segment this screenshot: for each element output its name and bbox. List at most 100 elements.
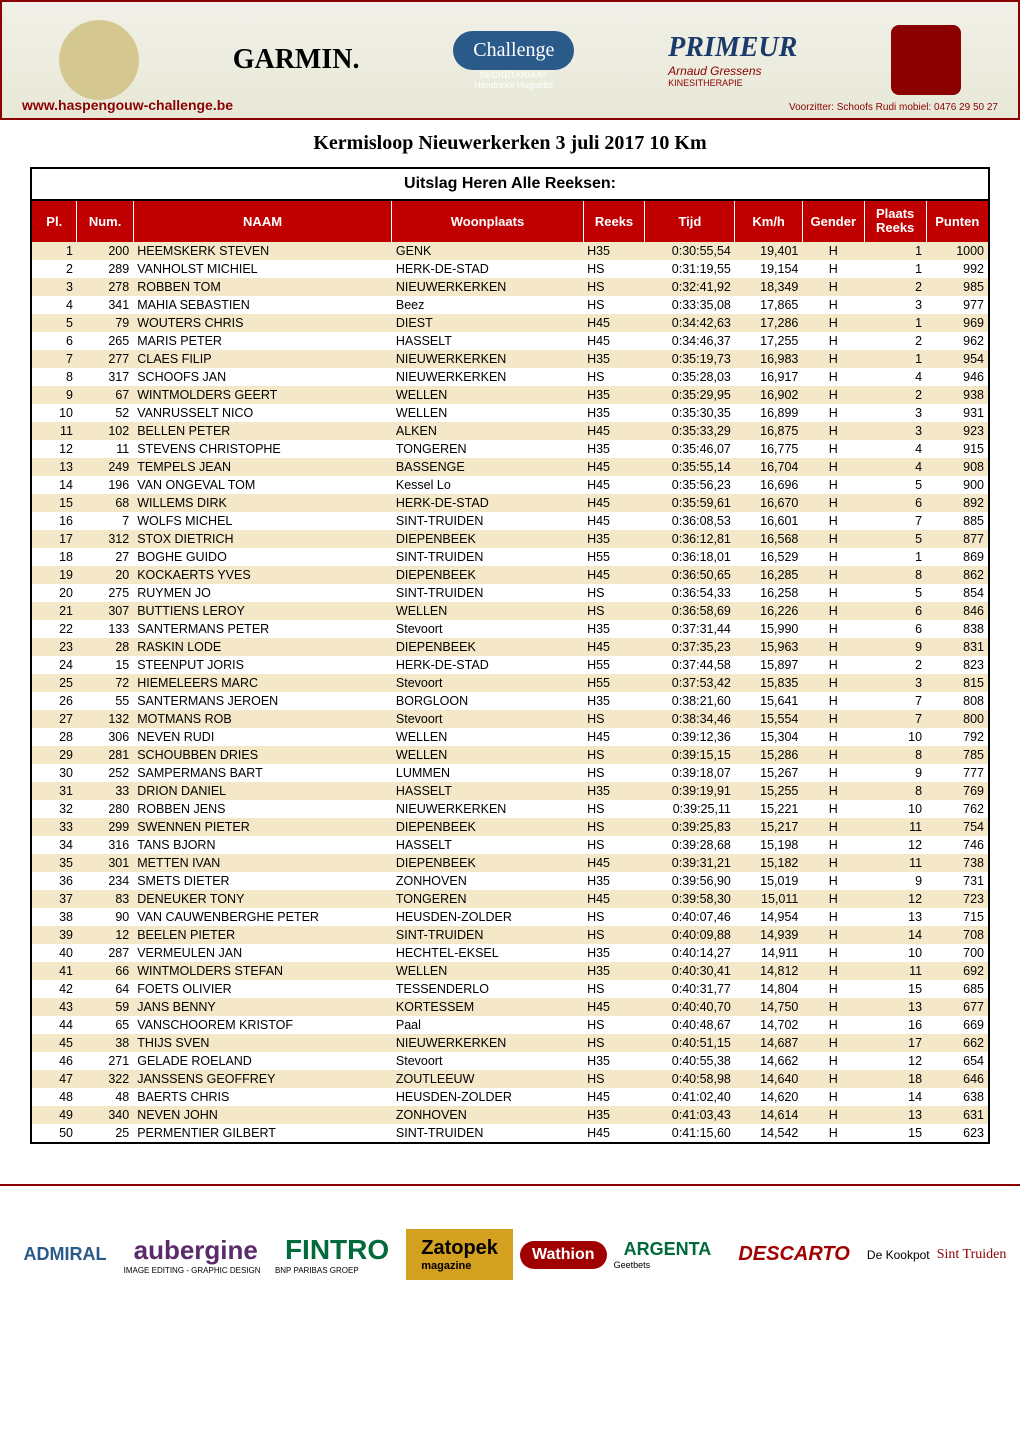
cell: H (802, 764, 864, 782)
table-row: 35301METTEN IVANDIEPENBEEKH450:39:31,211… (32, 854, 988, 872)
cell: MOTMANS ROB (133, 710, 392, 728)
cell: HASSELT (392, 332, 583, 350)
cell: 50 (32, 1124, 77, 1142)
cell: SINT-TRUIDEN (392, 926, 583, 944)
cell: 908 (926, 458, 988, 476)
cell: WELLEN (392, 728, 583, 746)
cell: 0:38:21,60 (645, 692, 735, 710)
cell: 0:36:18,01 (645, 548, 735, 566)
table-row: 1568WILLEMS DIRKHERK-DE-STADH450:35:59,6… (32, 494, 988, 512)
cell: 79 (77, 314, 133, 332)
table-row: 167WOLFS MICHELSINT-TRUIDENH450:36:08,53… (32, 512, 988, 530)
cell: H55 (583, 656, 645, 674)
cell: 14,939 (735, 926, 802, 944)
table-row: 2328RASKIN LODEDIEPENBEEKH450:37:35,2315… (32, 638, 988, 656)
cell: 24 (32, 656, 77, 674)
cell: H (802, 692, 864, 710)
cell: 90 (77, 908, 133, 926)
cell: 0:38:34,46 (645, 710, 735, 728)
cell: NEVEN RUDI (133, 728, 392, 746)
cell: HS (583, 710, 645, 728)
cell: VAN CAUWENBERGHE PETER (133, 908, 392, 926)
cell: 340 (77, 1106, 133, 1124)
cell: 16,875 (735, 422, 802, 440)
cell: WELLEN (392, 386, 583, 404)
cell: 985 (926, 278, 988, 296)
cell: 11 (864, 854, 926, 872)
cell: H45 (583, 1124, 645, 1142)
cell: 654 (926, 1052, 988, 1070)
cell: H35 (583, 1106, 645, 1124)
cell: H (802, 818, 864, 836)
secretariaat-title: SECRETARIAAT: (453, 70, 574, 80)
cell: 7 (32, 350, 77, 368)
cell: H45 (583, 728, 645, 746)
cell: DIEST (392, 314, 583, 332)
cell: 234 (77, 872, 133, 890)
cell: 15,835 (735, 674, 802, 692)
cell: 72 (77, 674, 133, 692)
cell: 132 (77, 710, 133, 728)
voorzitter-info: Voorzitter: Schoofs Rudi mobiel: 0476 29… (789, 102, 998, 113)
cell: 13 (32, 458, 77, 476)
sponsor-aubergine: aubergine (124, 1230, 268, 1270)
cell: H (802, 638, 864, 656)
table-row: 27132MOTMANS ROBStevoortHS0:38:34,4615,5… (32, 710, 988, 728)
cell: 14,542 (735, 1124, 802, 1142)
cell: SMETS DIETER (133, 872, 392, 890)
cell: 685 (926, 980, 988, 998)
cell: H (802, 278, 864, 296)
cell: 0:35:29,95 (645, 386, 735, 404)
cell: DIEPENBEEK (392, 530, 583, 548)
red-badge-logo (891, 25, 961, 95)
cell: 638 (926, 1088, 988, 1106)
cell: 16,902 (735, 386, 802, 404)
cell: 0:35:59,61 (645, 494, 735, 512)
cell: 962 (926, 332, 988, 350)
cell: H45 (583, 476, 645, 494)
cell: 946 (926, 368, 988, 386)
cell: 0:36:08,53 (645, 512, 735, 530)
cell: 48 (32, 1088, 77, 1106)
cell: 15,267 (735, 764, 802, 782)
col-header-8: PlaatsReeks (864, 201, 926, 242)
cell: 15,255 (735, 782, 802, 800)
cell: 307 (77, 602, 133, 620)
cell: 0:33:35,08 (645, 296, 735, 314)
cell: 0:39:58,30 (645, 890, 735, 908)
cell: 45 (32, 1034, 77, 1052)
cell: 10 (864, 800, 926, 818)
table-header: Pl.Num.NAAMWoonplaatsReeksTijdKm/hGender… (32, 201, 988, 242)
cell: 39 (32, 926, 77, 944)
cell: NIEUWERKERKEN (392, 800, 583, 818)
challenge-block: Challenge SECRETARIAAT: Hendrickx Huguet… (453, 31, 574, 90)
cell: 1 (864, 242, 926, 260)
cell: BAERTS CHRIS (133, 1088, 392, 1106)
cell: 17,286 (735, 314, 802, 332)
cell: METTEN IVAN (133, 854, 392, 872)
cell: 0:35:46,07 (645, 440, 735, 458)
cell: HS (583, 926, 645, 944)
cell: 0:40:31,77 (645, 980, 735, 998)
cell: H45 (583, 458, 645, 476)
cell: ZONHOVEN (392, 872, 583, 890)
cell: THIJS SVEN (133, 1034, 392, 1052)
cell: 12 (864, 1052, 926, 1070)
cell: NIEUWERKERKEN (392, 1034, 583, 1052)
cell: 992 (926, 260, 988, 278)
cell: 12 (32, 440, 77, 458)
cell: FOETS OLIVIER (133, 980, 392, 998)
table-row: 29281SCHOUBBEN DRIESWELLENHS0:39:15,1515… (32, 746, 988, 764)
cell: H (802, 530, 864, 548)
cell: 322 (77, 1070, 133, 1088)
cell: 14,662 (735, 1052, 802, 1070)
table-row: 14196VAN ONGEVAL TOMKessel LoH450:35:56,… (32, 476, 988, 494)
cell: ZOUTLEEUW (392, 1070, 583, 1088)
cell: 15 (32, 494, 77, 512)
cell: 18,349 (735, 278, 802, 296)
cell: STEENPUT JORIS (133, 656, 392, 674)
cell: H (802, 926, 864, 944)
cell: 6 (864, 494, 926, 512)
cell: 0:35:56,23 (645, 476, 735, 494)
cell: H35 (583, 242, 645, 260)
